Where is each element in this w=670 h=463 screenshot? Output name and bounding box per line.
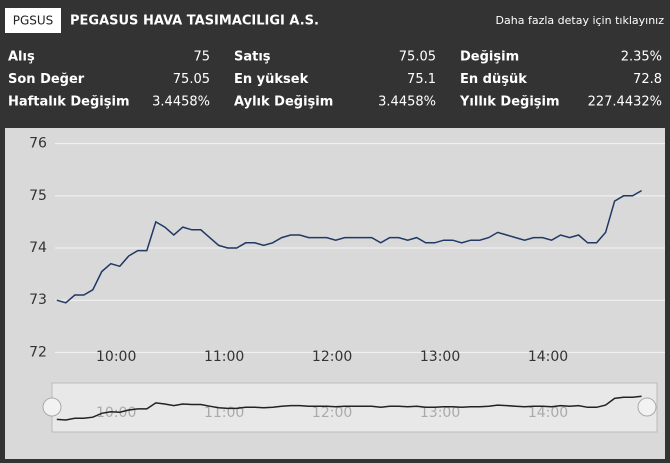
y-tick-label: 75: [29, 188, 47, 204]
navigator-tick-label: 11:00: [204, 405, 244, 421]
stats: Alış 75 Satış 75.05 Değişim 2.35% Son Değer 75.…: [8, 50, 662, 110]
stat-label: Satış: [234, 50, 271, 65]
stat-value: 2.35%: [621, 50, 662, 65]
stat-label: Yıllık Değişim: [459, 95, 560, 110]
stat-value: 75: [193, 50, 210, 65]
symbol-badge: [5, 8, 61, 33]
navigator-tick-label: 10:00: [96, 405, 136, 421]
stat-label: Değişim: [460, 50, 519, 65]
stat-value: 72.8: [633, 72, 662, 87]
title: PEGASUS HAVA TASIMACILIGI A.S.: [70, 14, 319, 29]
x-tick-label: 13:00: [420, 349, 460, 365]
navigator-content: 10:00 11:00 12:00 13:00 14:00: [56, 395, 642, 421]
stat-value: 227.4432%: [588, 95, 662, 110]
y-tick-label: 72: [29, 344, 47, 360]
navigator: [51, 382, 658, 433]
x-tick-label: 14:00: [528, 349, 568, 365]
stat-value: 75.05: [173, 72, 210, 87]
navigator-handle[interactable]: [42, 397, 62, 417]
stat-label: Haftalık Değişim: [8, 95, 130, 110]
stat-label: En yüksek: [234, 72, 309, 87]
y-tick-label: 73: [29, 292, 47, 308]
navigator-line: [56, 395, 642, 421]
navigator-handle[interactable]: [637, 397, 657, 417]
price-line: [56, 189, 642, 304]
stat-label: Alış: [8, 50, 35, 65]
x-tick-label: 12:00: [312, 349, 352, 365]
stat-value: 75.05: [399, 50, 436, 65]
stat-value: 3.4458%: [378, 95, 436, 110]
stat-label: En düşük: [460, 72, 527, 87]
stat-label: Son Değer: [8, 72, 85, 87]
x-tick-label: 11:00: [204, 349, 244, 365]
y-tick-label: 74: [29, 240, 47, 256]
stat-value: 3.4458%: [152, 95, 210, 110]
navigator-tick-label: 14:00: [528, 405, 568, 421]
stat-value: 75.1: [407, 72, 436, 87]
y-tick-label: 76: [29, 136, 47, 152]
plot: 72 73 74 75 76 10:00 11:00 12:00 13:00 14:00: [29, 136, 665, 365]
navigator-tick-label: 12:00: [312, 405, 352, 421]
symbol: PGSUS: [13, 14, 54, 28]
detail-link[interactable]: Daha fazla detay için tıklayınız: [496, 14, 665, 27]
x-tick-label: 10:00: [96, 349, 136, 365]
stat-label: Aylık Değişim: [234, 95, 333, 110]
navigator-tick-label: 13:00: [420, 405, 460, 421]
